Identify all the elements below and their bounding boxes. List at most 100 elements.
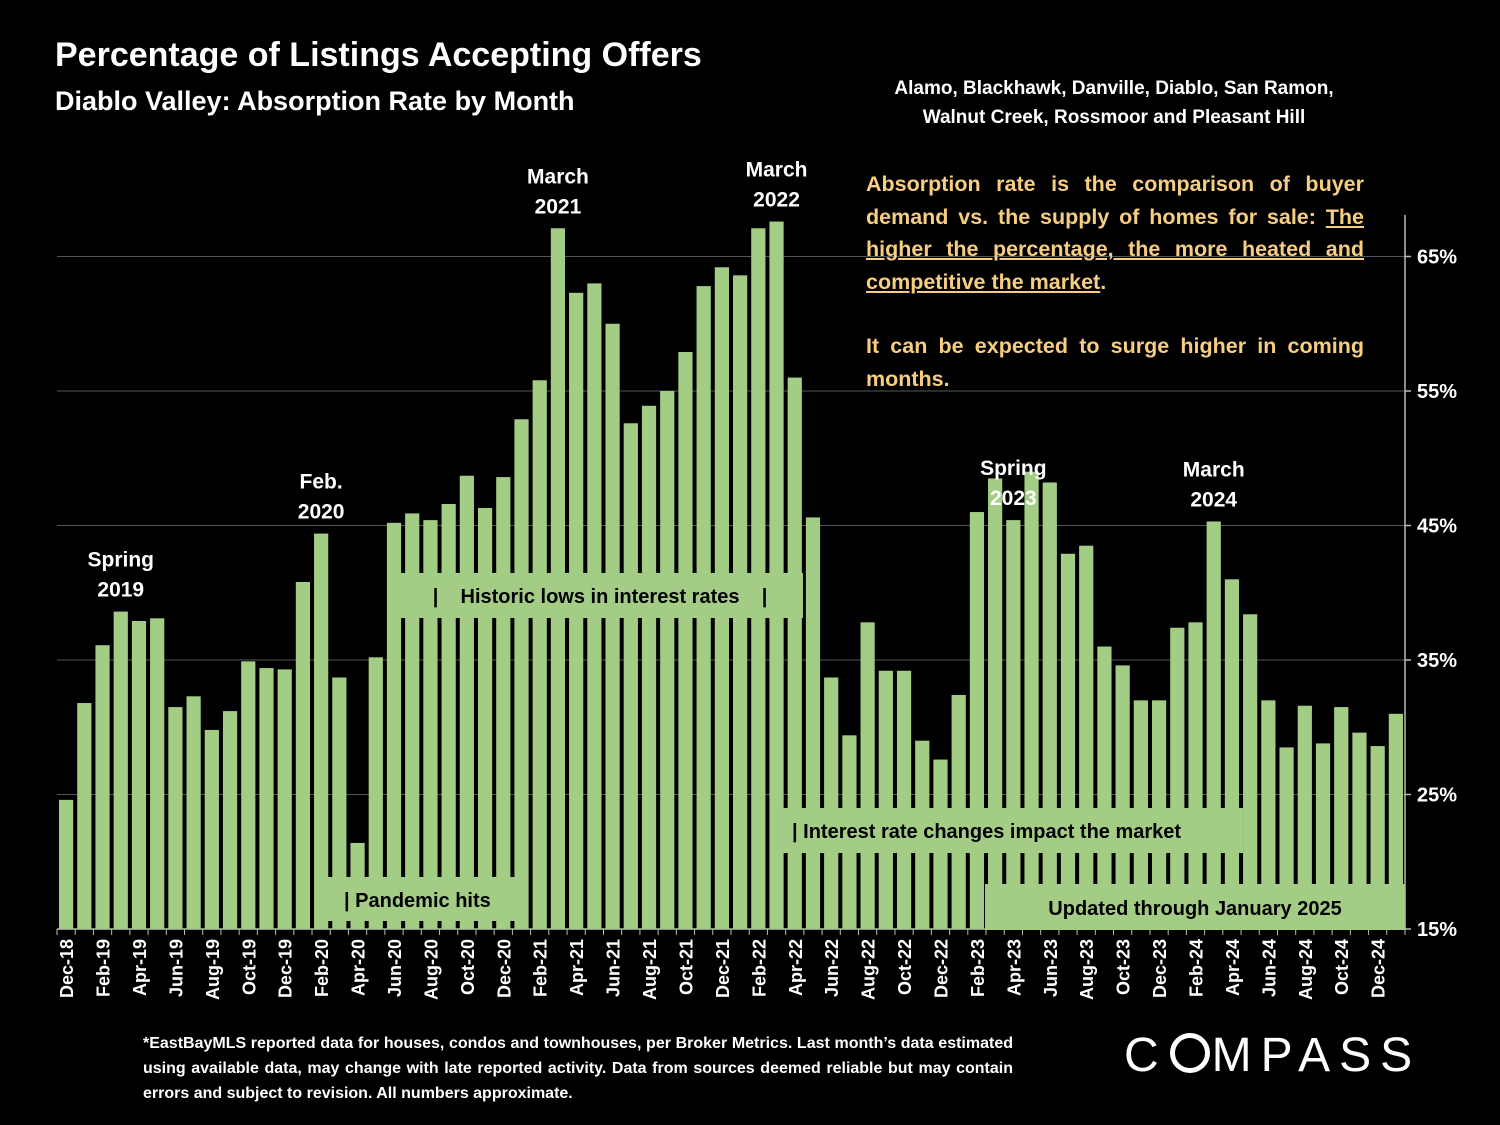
bar-Aug-19 — [204, 729, 219, 929]
x-tick-label: Feb-19 — [94, 939, 114, 997]
bar-Dec-24 — [1370, 746, 1385, 929]
bar-Sep-19 — [222, 711, 238, 929]
callout-rates: | Interest rate changes impact the marke… — [792, 821, 1181, 843]
y-tick-label: 45% — [1417, 516, 1457, 538]
bar-Oct-19 — [241, 661, 256, 929]
x-tick-label: Jun-20 — [385, 939, 405, 997]
bar-Feb-24 — [1188, 622, 1203, 929]
bar-Nov-19 — [259, 668, 274, 929]
bar-Oct-23 — [1115, 665, 1130, 929]
x-tick-label: Dec-22 — [931, 939, 951, 998]
bar-Dec-18 — [59, 799, 74, 929]
x-tick-label: Apr-20 — [349, 939, 369, 996]
x-tick-label: Apr-22 — [786, 939, 806, 996]
peak-annotations: Spring 2019 Feb. 2020 March 2021 March 2022 Spri… — [88, 159, 1245, 602]
bar-Aug-21 — [641, 405, 657, 929]
region-list: Alamo, Blackhawk, Danville, Diablo, San … — [870, 74, 1358, 132]
x-tick-label: Feb-22 — [749, 939, 769, 997]
y-tick-label: 35% — [1417, 650, 1457, 672]
bar-Sep-20 — [441, 503, 456, 929]
bar-Nov-20 — [477, 508, 493, 929]
x-tick-label: Feb-20 — [312, 939, 332, 997]
x-tick-label: Aug-19 — [203, 939, 223, 1000]
x-tick-label: Apr-24 — [1223, 939, 1243, 996]
x-tick-label: Oct-20 — [458, 939, 478, 995]
x-tick-label: Dec-18 — [57, 939, 77, 998]
x-tick-label: Dec-24 — [1369, 939, 1389, 998]
annotation-line2: 2022 — [753, 189, 800, 212]
explanation-para2: It can be expected to surge higher in co… — [866, 334, 1364, 391]
logo-circle-icon — [1169, 1033, 1210, 1073]
x-tick-label: Aug-24 — [1296, 939, 1316, 1000]
bar-Mar-19 — [113, 611, 128, 929]
bar-Sep-22 — [878, 670, 893, 929]
logo-text-end: MPASS — [1211, 1029, 1422, 1082]
bar-Sep-23 — [1097, 646, 1112, 929]
annotation-line2: 2024 — [1190, 488, 1237, 511]
callouts: | Pandemic hits | Historic lows in inter… — [325, 573, 1405, 930]
bar-Jan-20 — [295, 581, 311, 929]
bar-Jan-25 — [1388, 713, 1403, 929]
annotation-line1: March — [1183, 458, 1245, 481]
callout-historic: | Historic lows in interest rates | — [433, 586, 768, 608]
bar-Jul-19 — [186, 696, 201, 929]
x-tick-label: Jun-21 — [604, 939, 624, 997]
x-tick-label: Oct-19 — [239, 939, 259, 995]
bar-Jul-21 — [623, 423, 638, 929]
x-tick-label: Feb-23 — [968, 939, 988, 997]
x-tick-label: Feb-21 — [531, 939, 551, 997]
bar-Jun-24 — [1261, 700, 1276, 929]
x-tick-label: Oct-24 — [1332, 939, 1352, 995]
bar-Dec-20 — [496, 477, 511, 929]
bar-Feb-21 — [532, 380, 547, 929]
compass-logo: C MPASS — [1124, 1028, 1421, 1083]
annotation-line1: March — [746, 159, 808, 182]
bar-Jun-21 — [605, 323, 620, 929]
bar-Aug-23 — [1079, 545, 1094, 929]
annotation-line1: Feb. — [300, 471, 343, 494]
bar-May-20 — [368, 657, 383, 929]
bar-Mar-24 — [1206, 521, 1221, 929]
bar-Jun-22 — [824, 677, 839, 929]
x-tick-label: Dec-21 — [713, 939, 733, 998]
annotation-line2: 2020 — [298, 501, 345, 524]
bar-Jul-23 — [1060, 553, 1076, 929]
bar-Jun-20 — [386, 522, 402, 929]
explanation-text: Absorption rate is the comparison of buy… — [866, 168, 1364, 395]
explanation-underlined: The higher the percentage, the more heat… — [866, 204, 1364, 294]
x-tick-label: Jun-23 — [1041, 939, 1061, 997]
x-tick-label: Aug-22 — [859, 939, 879, 1000]
x-tick-label: Dec-19 — [276, 939, 296, 998]
bar-Apr-19 — [131, 620, 147, 929]
bar-Apr-22 — [787, 377, 802, 929]
x-tick-label: Apr-19 — [130, 939, 150, 996]
logo-text-start: C — [1124, 1029, 1168, 1082]
callout-box-updated — [985, 884, 1405, 930]
bar-Jan-24 — [1170, 627, 1185, 929]
chart-subtitle: Diablo Valley: Absorption Rate by Month — [55, 86, 575, 116]
bar-Oct-20 — [459, 475, 474, 929]
bar-Jun-23 — [1042, 482, 1057, 929]
bar-May-24 — [1243, 614, 1258, 929]
bar-Jul-24 — [1279, 747, 1294, 929]
callout-pandemic: | Pandemic hits — [344, 890, 491, 912]
y-tick-label: 65% — [1417, 247, 1457, 269]
bar-Jan-21 — [514, 419, 529, 929]
bar-Mar-23 — [988, 478, 1003, 929]
callout-box-pandemic — [325, 877, 523, 921]
x-axis-ticks: Dec-18 Feb-19 Apr-19 Jun-19 Aug-19 Oct-19 Dec-… — [56, 929, 1406, 1000]
bar-Aug-22 — [860, 622, 875, 929]
annotation-line2: 2019 — [97, 579, 144, 602]
bar-Oct-21 — [678, 351, 693, 929]
annotation-line2: 2021 — [535, 195, 582, 218]
region-line-1: Alamo, Blackhawk, Danville, Diablo, San … — [894, 78, 1334, 99]
bar-Dec-19 — [277, 669, 292, 929]
x-tick-label: Feb-24 — [1187, 939, 1207, 997]
bar-Apr-24 — [1224, 579, 1240, 929]
bar-May-23 — [1024, 471, 1039, 929]
bar-Apr-23 — [1006, 520, 1021, 929]
bar-Oct-22 — [896, 670, 912, 929]
x-tick-label: Dec-23 — [1150, 939, 1170, 998]
bar-Nov-24 — [1352, 732, 1367, 929]
x-tick-label: Apr-21 — [567, 939, 587, 996]
